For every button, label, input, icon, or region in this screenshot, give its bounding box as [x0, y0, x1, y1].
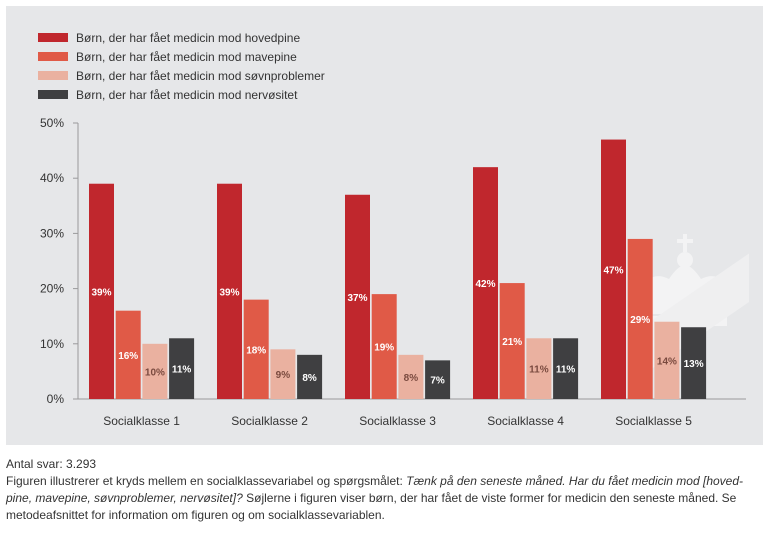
- bar: [270, 349, 296, 399]
- bar-value-label: 11%: [172, 365, 192, 376]
- bar: [425, 360, 451, 399]
- bar-value-label: 9%: [276, 370, 291, 381]
- bar: [398, 354, 424, 399]
- bar-value-label: 39%: [219, 287, 239, 298]
- bar: [169, 338, 195, 399]
- bar: [654, 321, 680, 399]
- bar-value-label: 11%: [556, 365, 576, 376]
- caption-rest: Søjlerne i figuren viser børn, der har f…: [6, 491, 737, 522]
- bar: [499, 283, 525, 399]
- y-tick-label: 20%: [40, 282, 64, 296]
- legend-swatch: [38, 33, 68, 42]
- y-tick-label: 10%: [40, 337, 64, 351]
- bar-value-label: 11%: [529, 365, 549, 376]
- bar-value-label: 8%: [302, 373, 317, 384]
- chart-plot: 0% 10% 20% 30% 40% 50% 39% 16% 10% 11% Socialklass…: [40, 116, 746, 428]
- x-tick-label: Socialklasse 1: [103, 414, 180, 428]
- bar-value-label: 42%: [475, 279, 495, 290]
- x-tick-label: Socialklasse 2: [231, 414, 308, 428]
- bar: [601, 139, 626, 399]
- bar: [115, 310, 141, 399]
- bar-value-label: 8%: [404, 373, 419, 384]
- bar: [627, 238, 653, 399]
- y-tick-label: 50%: [40, 116, 64, 130]
- legend-item: Børn, der har fået medicin mod mavepine: [38, 47, 325, 66]
- bar: [553, 338, 579, 399]
- legend-item: Børn, der har fået medicin mod nervøsite…: [38, 85, 325, 104]
- legend-item: Børn, der har fået medicin mod hovedpine: [38, 28, 325, 47]
- bar-value-label: 37%: [347, 293, 367, 304]
- bar-value-label: 13%: [684, 359, 704, 370]
- bar-value-label: 29%: [630, 315, 650, 326]
- legend-swatch: [38, 52, 68, 61]
- chart-panel: 0% 10% 20% 30% 40% 50% 39% 16% 10% 11% Socialklass…: [6, 6, 763, 445]
- y-tick-label: 40%: [40, 171, 64, 185]
- bar: [142, 343, 168, 399]
- legend-label: Børn, der har fået medicin mod hovedpine: [76, 30, 301, 45]
- bar-value-label: 18%: [246, 345, 266, 356]
- legend-swatch: [38, 71, 68, 80]
- bar-value-label: 10%: [145, 367, 165, 378]
- figure-caption: Figuren illustrerer et kryds mellem en s…: [6, 473, 758, 524]
- bar: [345, 194, 370, 399]
- caption-intro: Figuren illustrerer et kryds mellem en s…: [6, 474, 407, 488]
- bar: [297, 354, 323, 399]
- legend-label: Børn, der har fået medicin mod søvnprobl…: [76, 68, 325, 83]
- bar-value-label: 16%: [118, 351, 138, 362]
- bar-value-label: 7%: [430, 376, 445, 387]
- bar: [243, 299, 269, 399]
- legend-item: Børn, der har fået medicin mod søvnprobl…: [38, 66, 325, 85]
- y-tick-label: 0%: [47, 392, 65, 406]
- bar-value-label: 19%: [374, 343, 394, 354]
- x-tick-label: Socialklasse 3: [359, 414, 436, 428]
- bar: [526, 338, 552, 399]
- legend-label: Børn, der har fået medicin mod mavepine: [76, 49, 297, 64]
- caption-question: Tænk på den seneste måned. Har du fået m…: [6, 474, 744, 505]
- bar: [473, 167, 498, 399]
- bar-value-label: 47%: [603, 265, 623, 276]
- y-tick-label: 30%: [40, 226, 64, 240]
- figure-footer: Antal svar: 3.293 Figuren illustrerer et…: [6, 456, 758, 524]
- bar: [89, 183, 114, 399]
- bar-value-label: 21%: [502, 337, 522, 348]
- bar-value-label: 14%: [657, 356, 677, 367]
- legend-swatch: [38, 90, 68, 99]
- bar-value-label: 39%: [91, 287, 111, 298]
- bar: [681, 327, 707, 399]
- response-count: Antal svar: 3.293: [6, 457, 97, 471]
- legend: Børn, der har fået medicin mod hovedpine…: [38, 28, 325, 104]
- bar: [217, 183, 242, 399]
- legend-label: Børn, der har fået medicin mod nervøsite…: [76, 87, 298, 102]
- x-tick-label: Socialklasse 4: [487, 414, 564, 428]
- bar: [371, 294, 397, 399]
- x-tick-label: Socialklasse 5: [615, 414, 692, 428]
